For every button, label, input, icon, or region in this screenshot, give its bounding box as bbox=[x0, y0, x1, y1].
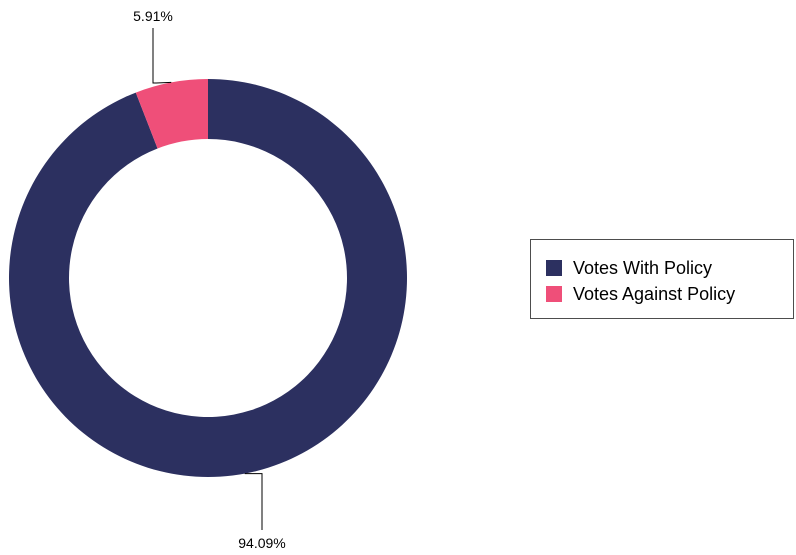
data-label-votes-against-policy: 5.91% bbox=[133, 8, 173, 24]
leader-line-votes-against-policy bbox=[152, 28, 172, 84]
data-label-votes-with-policy: 94.09% bbox=[238, 535, 285, 551]
legend-swatch-votes-against-policy bbox=[546, 286, 562, 302]
donut-slice-votes-with-policy bbox=[8, 79, 407, 477]
legend-item-votes-with-policy: Votes With Policy bbox=[546, 255, 793, 281]
legend-swatch-votes-with-policy bbox=[546, 260, 562, 276]
chart-legend: Votes With Policy Votes Against Policy bbox=[530, 239, 794, 319]
donut-slice-votes-against-policy bbox=[135, 79, 208, 149]
leader-line-votes-with-policy bbox=[244, 473, 263, 530]
legend-item-votes-against-policy: Votes Against Policy bbox=[546, 281, 793, 307]
legend-label-votes-with-policy: Votes With Policy bbox=[573, 257, 713, 278]
legend-label-votes-against-policy: Votes Against Policy bbox=[573, 283, 736, 304]
